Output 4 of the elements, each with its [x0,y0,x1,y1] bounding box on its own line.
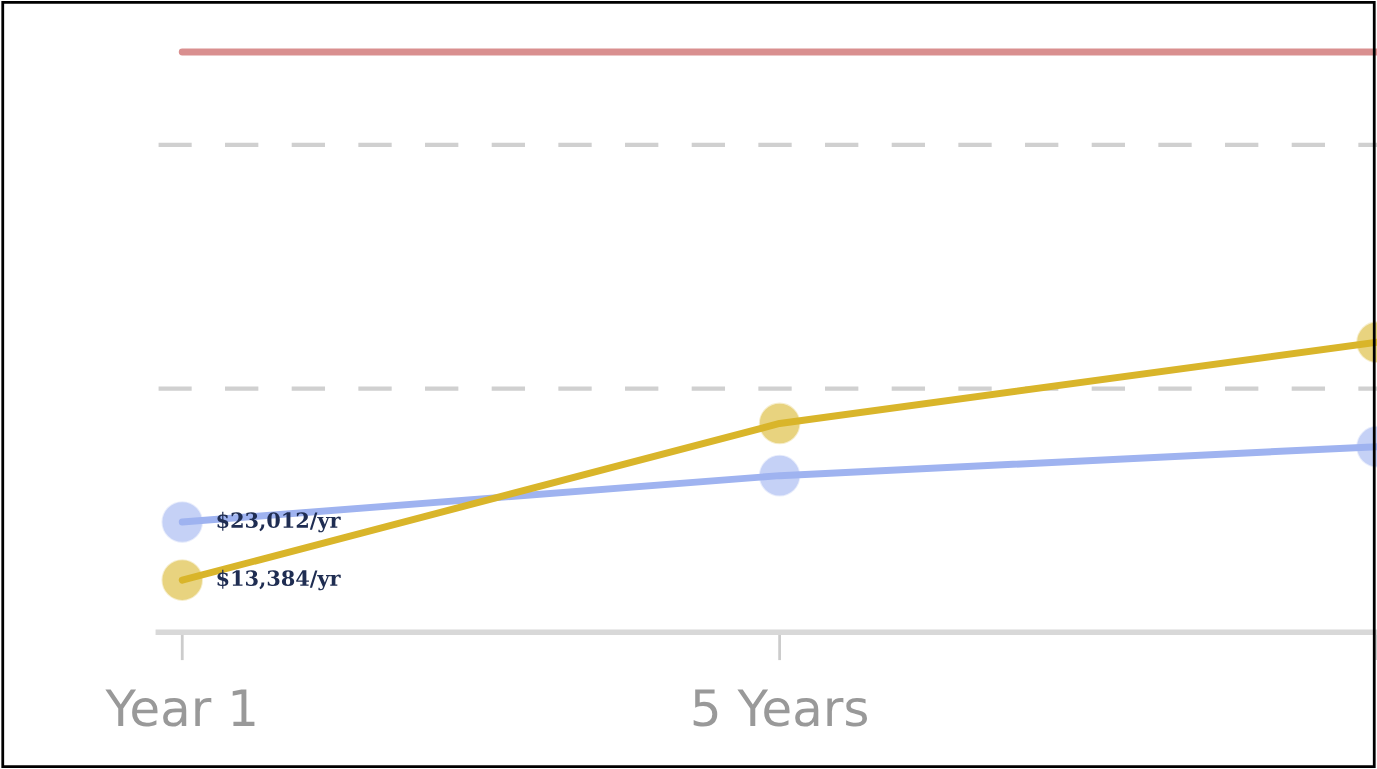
x-tick-label: Year 1 [105,689,255,727]
annotation: $13,384/yr [217,569,341,591]
annotation: $23,012/yr [217,511,341,533]
x-tick-label: 5 Years [693,689,867,727]
